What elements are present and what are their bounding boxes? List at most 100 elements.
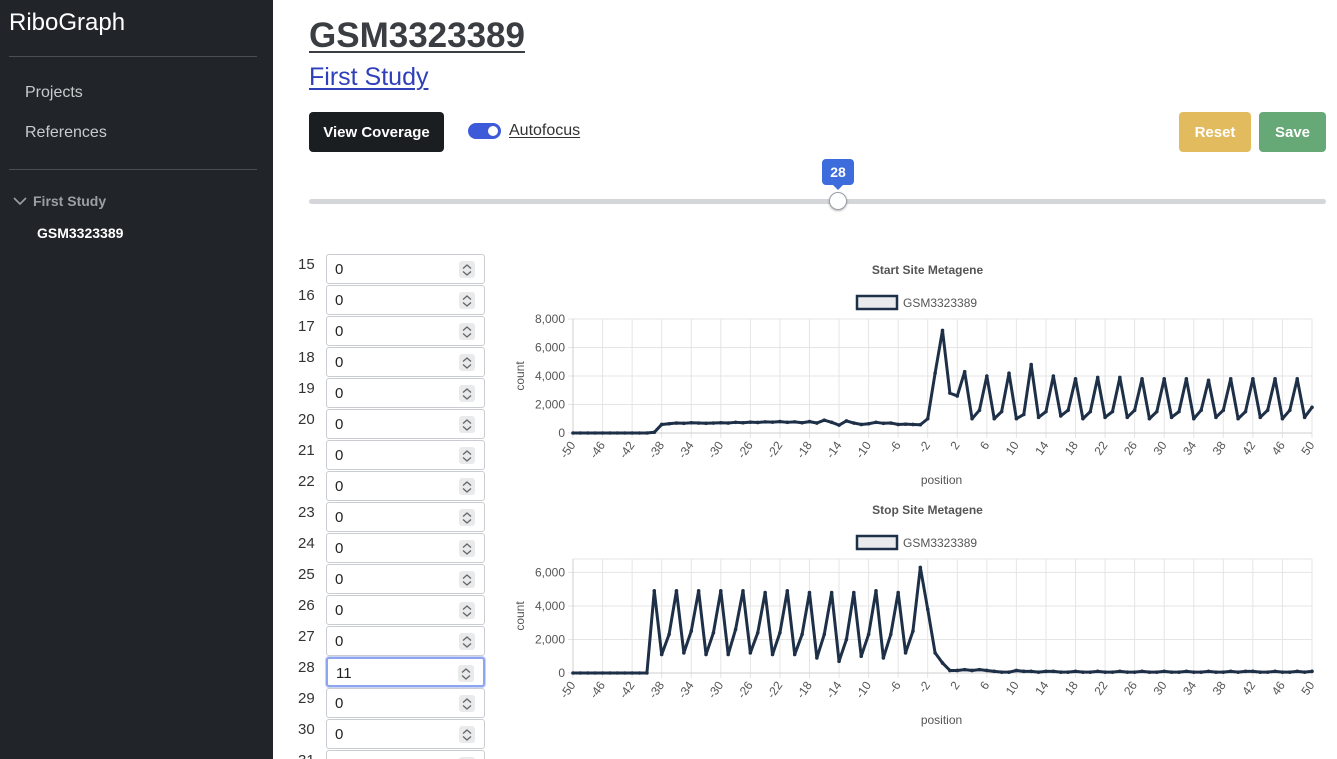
stepper-icon[interactable] xyxy=(459,571,475,588)
data-point[interactable] xyxy=(1310,669,1314,674)
data-point[interactable] xyxy=(881,656,886,660)
data-point[interactable] xyxy=(578,431,583,435)
data-point[interactable] xyxy=(999,409,1004,414)
data-point[interactable] xyxy=(778,630,782,635)
data-point[interactable] xyxy=(859,654,864,659)
offset-value[interactable]: 0 xyxy=(335,323,344,340)
data-point[interactable] xyxy=(637,671,642,675)
data-point[interactable] xyxy=(792,652,797,657)
data-point[interactable] xyxy=(1044,409,1048,414)
data-point[interactable] xyxy=(674,589,679,593)
data-point[interactable] xyxy=(630,671,634,675)
data-point[interactable] xyxy=(844,419,849,423)
offset-value[interactable]: 11 xyxy=(336,665,352,682)
data-point[interactable] xyxy=(829,420,834,425)
data-point[interactable] xyxy=(1295,377,1300,381)
data-point[interactable] xyxy=(1036,415,1041,420)
data-point[interactable] xyxy=(1155,409,1159,414)
data-point[interactable] xyxy=(800,420,804,425)
data-point[interactable] xyxy=(711,421,716,425)
data-point[interactable] xyxy=(903,422,908,426)
data-point[interactable] xyxy=(977,408,982,412)
data-point[interactable] xyxy=(992,416,997,421)
offset-value[interactable]: 0 xyxy=(335,478,344,495)
autofocus-label[interactable]: Autofocus xyxy=(509,122,581,139)
data-point[interactable] xyxy=(770,652,775,657)
stepper-icon[interactable] xyxy=(459,323,475,340)
data-point[interactable] xyxy=(608,671,612,675)
data-point[interactable] xyxy=(1214,670,1218,674)
data-point[interactable] xyxy=(800,632,804,637)
offset-number-input[interactable]: 0 xyxy=(326,564,485,594)
offset-number-input[interactable] xyxy=(326,750,485,759)
offset-value[interactable]: 0 xyxy=(335,571,344,588)
data-point[interactable] xyxy=(608,431,612,435)
data-point[interactable] xyxy=(770,420,775,424)
data-point[interactable] xyxy=(578,671,583,675)
offset-number-input[interactable]: 0 xyxy=(326,626,485,656)
data-point[interactable] xyxy=(674,421,679,425)
data-point[interactable] xyxy=(711,630,716,635)
data-point[interactable] xyxy=(1206,378,1211,383)
data-point[interactable] xyxy=(1169,415,1174,420)
offset-number-input[interactable]: 0 xyxy=(326,378,485,408)
data-point[interactable] xyxy=(1110,670,1115,674)
data-point[interactable] xyxy=(888,421,893,425)
data-point[interactable] xyxy=(933,371,937,375)
data-point[interactable] xyxy=(822,632,827,637)
data-point[interactable] xyxy=(1132,408,1137,412)
data-point[interactable] xyxy=(637,431,642,435)
data-point[interactable] xyxy=(1066,408,1070,412)
data-point[interactable] xyxy=(940,328,945,333)
stepper-icon[interactable] xyxy=(459,261,475,278)
stepper-icon[interactable] xyxy=(459,726,475,743)
stepper-icon[interactable] xyxy=(459,695,475,712)
data-point[interactable] xyxy=(652,589,657,593)
offset-value[interactable]: 0 xyxy=(335,695,344,712)
data-point[interactable] xyxy=(1066,670,1070,674)
data-point[interactable] xyxy=(1118,375,1122,380)
data-point[interactable] xyxy=(645,431,649,435)
data-point[interactable] xyxy=(1103,415,1107,420)
data-point[interactable] xyxy=(645,671,649,675)
data-point[interactable] xyxy=(778,419,782,424)
data-point[interactable] xyxy=(630,431,634,435)
reset-button[interactable]: Reset xyxy=(1179,112,1251,152)
stepper-icon[interactable] xyxy=(459,385,475,402)
stepper-icon[interactable] xyxy=(459,633,475,650)
data-point[interactable] xyxy=(1184,669,1189,674)
data-point[interactable] xyxy=(1132,670,1137,674)
data-point[interactable] xyxy=(1125,415,1130,420)
data-point[interactable] xyxy=(829,590,834,595)
read-length-slider[interactable] xyxy=(309,199,1326,204)
data-point[interactable] xyxy=(985,668,989,673)
data-point[interactable] xyxy=(689,629,694,633)
data-point[interactable] xyxy=(977,667,982,672)
offset-value[interactable]: 0 xyxy=(335,447,344,464)
data-point[interactable] xyxy=(1273,669,1277,674)
data-point[interactable] xyxy=(970,668,974,673)
data-point[interactable] xyxy=(792,420,797,424)
data-point[interactable] xyxy=(1177,409,1181,414)
data-point[interactable] xyxy=(1206,669,1211,674)
data-point[interactable] xyxy=(755,630,760,635)
data-point[interactable] xyxy=(763,590,767,595)
data-point[interactable] xyxy=(622,671,627,675)
stepper-icon[interactable] xyxy=(459,354,475,371)
data-point[interactable] xyxy=(733,420,738,425)
data-point[interactable] xyxy=(807,590,812,595)
offset-number-input[interactable]: 0 xyxy=(326,502,485,532)
data-point[interactable] xyxy=(1021,669,1026,674)
data-point[interactable] xyxy=(815,656,819,660)
data-point[interactable] xyxy=(1029,362,1033,367)
data-point[interactable] xyxy=(859,422,864,427)
data-point[interactable] xyxy=(1258,670,1263,674)
data-point[interactable] xyxy=(903,651,908,655)
data-point[interactable] xyxy=(785,589,790,593)
data-point[interactable] xyxy=(704,652,708,657)
data-point[interactable] xyxy=(1014,416,1019,421)
data-point[interactable] xyxy=(652,430,657,435)
data-point[interactable] xyxy=(682,651,686,655)
tree-item-first-study[interactable]: First Study xyxy=(13,193,106,209)
data-point[interactable] xyxy=(1169,670,1174,674)
